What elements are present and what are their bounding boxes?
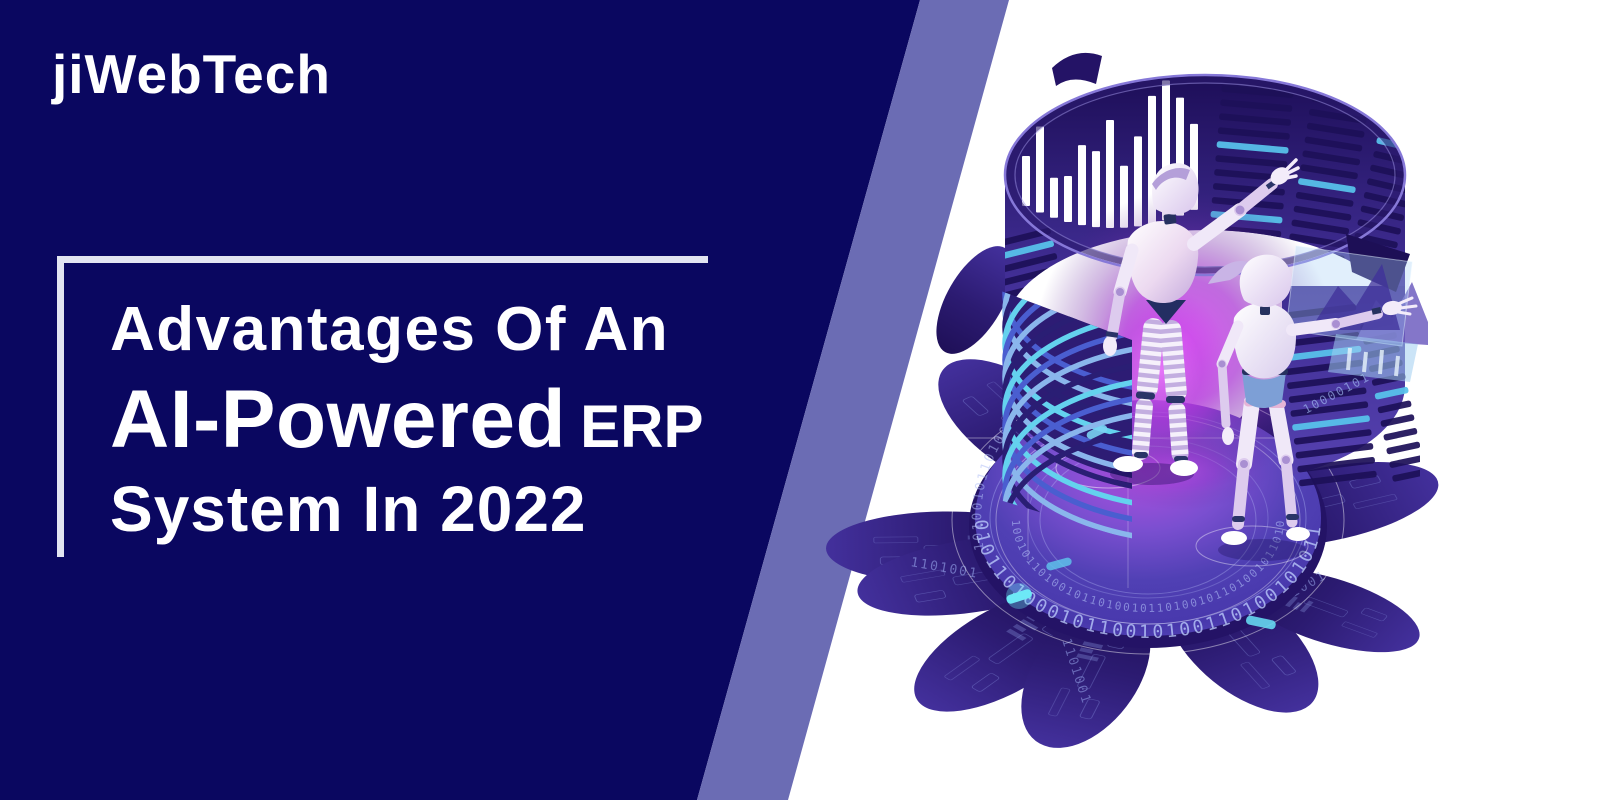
title-line-2-main: AI-Powered	[110, 374, 567, 465]
robot-left-foot	[1113, 456, 1143, 472]
title-rule-vertical	[57, 256, 64, 557]
title-line-2: AI-Powered ERP	[110, 379, 703, 461]
robot-right-arm-extended	[1286, 296, 1418, 336]
title-line-2-suffix: ERP	[580, 393, 704, 460]
robot-right-torso	[1233, 302, 1296, 379]
navy-panel	[0, 0, 920, 800]
dark-notch	[1346, 234, 1410, 292]
cyan-sparkles	[1006, 424, 1276, 630]
robot-right-foot	[1286, 527, 1310, 541]
robot-left	[1103, 158, 1300, 485]
cylinder-top-rim	[1003, 73, 1407, 277]
robot-left-arm-down	[1103, 243, 1139, 356]
robot-right-foot	[1221, 531, 1247, 545]
robot-left-foot	[1170, 460, 1198, 476]
brand-logo: jiWebTech	[52, 43, 331, 105]
robot-left-neck	[1163, 213, 1177, 225]
robot-right-shorts	[1242, 372, 1286, 408]
robot-right-head	[1239, 254, 1292, 308]
robot-left-torso	[1127, 220, 1199, 304]
robot-right-neck	[1260, 306, 1270, 315]
robot-right	[1208, 254, 1418, 561]
title-line-3: System In 2022	[110, 473, 587, 545]
title-rule-horizontal	[57, 256, 708, 263]
robot-left-arm-raised	[1187, 158, 1300, 251]
leaf-upper-left	[936, 246, 1014, 354]
periwinkle-stripe	[697, 0, 1009, 800]
panel-bars	[1346, 347, 1400, 377]
robot-right-hair	[1208, 260, 1248, 284]
robot-right-arm-down	[1216, 320, 1244, 445]
robot-left-pelvis	[1146, 300, 1186, 324]
title-line-1: Advantages Of An	[110, 295, 670, 364]
robot-left-visor	[1152, 167, 1190, 190]
